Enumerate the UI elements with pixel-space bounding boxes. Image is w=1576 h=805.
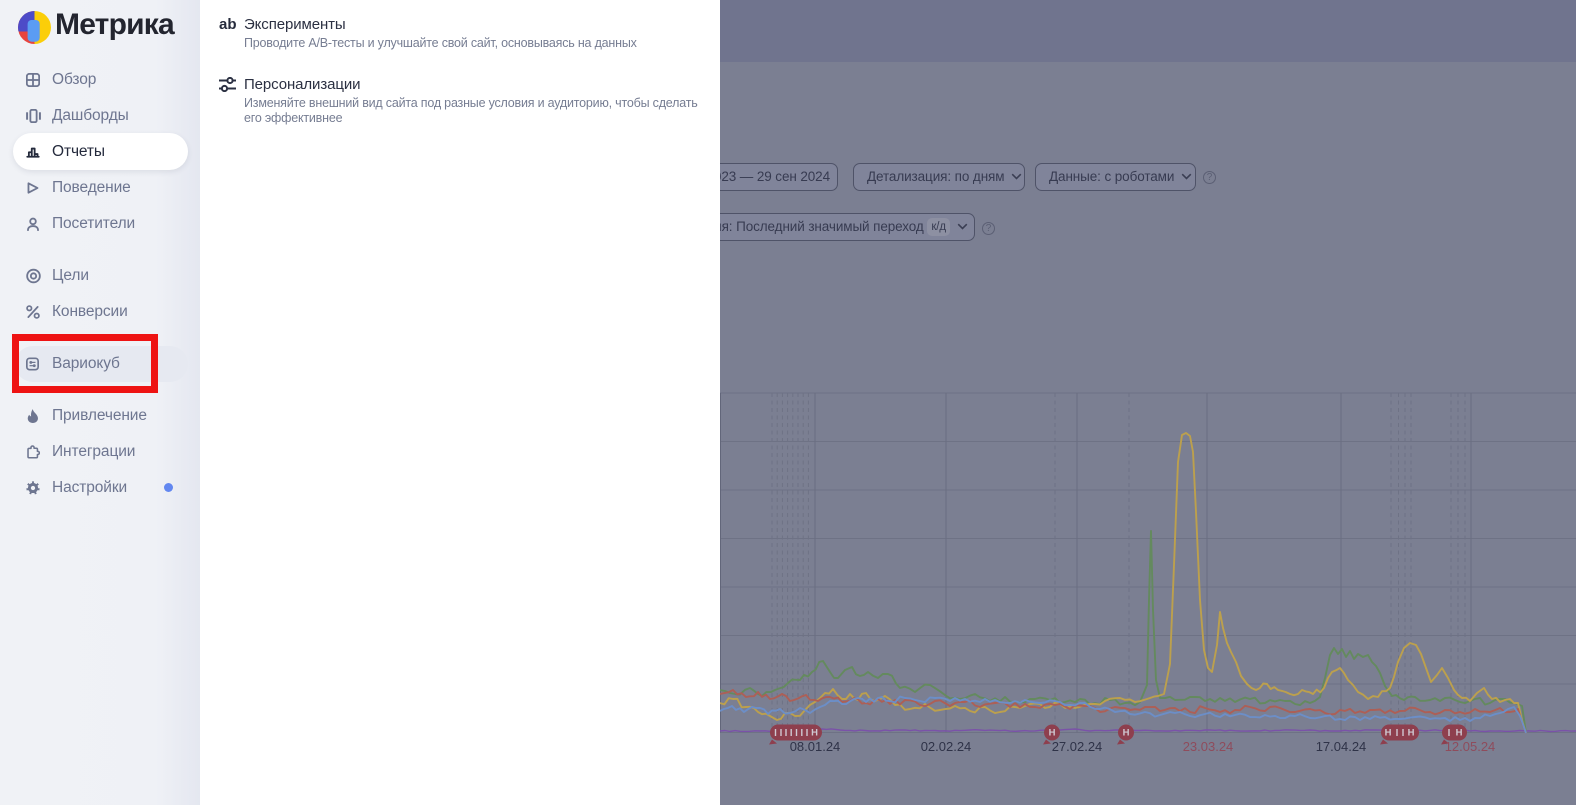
svg-text:Н: Н [1385,728,1392,739]
svg-text:02.02.24: 02.02.24 [921,739,972,754]
svg-text:12.05.24: 12.05.24 [1445,739,1496,754]
svg-text:27.02.24: 27.02.24 [1052,739,1103,754]
svg-text:08.01.24: 08.01.24 [790,739,841,754]
svg-text:Н: Н [1049,728,1056,739]
svg-text:23.03.24: 23.03.24 [1183,739,1234,754]
svg-text:Н: Н [1123,728,1130,739]
svg-text:Н: Н [811,728,818,739]
svg-text:17.04.24: 17.04.24 [1316,739,1367,754]
svg-text:Н: Н [1456,728,1463,739]
svg-text:Н: Н [1408,728,1415,739]
